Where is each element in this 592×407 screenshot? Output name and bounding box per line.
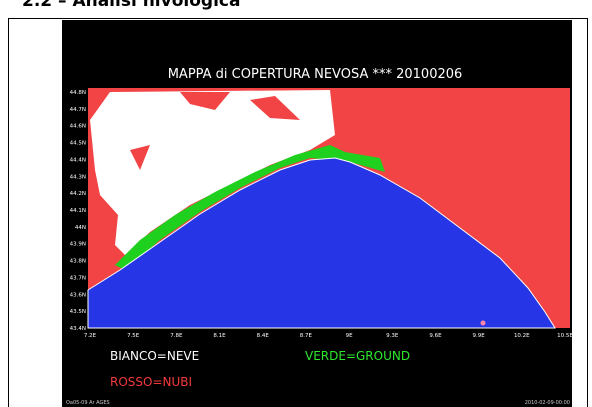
legend-snow: BIANCO=NEVE <box>110 349 199 363</box>
lat-label: 43.8N <box>70 259 86 265</box>
lat-label: 44.5N <box>70 141 86 147</box>
lon-label: 9.6E <box>429 333 442 339</box>
lat-label: 44N <box>75 225 86 231</box>
lat-label: 43.4N <box>70 326 86 332</box>
lon-label: 8.4E <box>257 333 270 339</box>
lon-label: 8.7E <box>300 333 313 339</box>
lon-label: 7.5E <box>127 333 140 339</box>
lat-label: 44.3N <box>70 174 86 180</box>
lat-label: 44.1N <box>70 208 86 214</box>
lon-label: 7.8E <box>170 333 183 339</box>
lat-label: 43.7N <box>70 275 86 281</box>
lon-label: 9E <box>346 333 353 339</box>
lon-label: 9.3E <box>386 333 399 339</box>
lon-label: 7.2E <box>84 333 97 339</box>
section-heading: 2.2 – Analisi nivologica <box>22 0 240 11</box>
lon-label: 8.1E <box>213 333 226 339</box>
lon-label: 10.2E <box>514 333 530 339</box>
legend-ground: VERDE=GROUND <box>305 349 410 363</box>
lon-label: 10.5E <box>557 333 573 339</box>
map-title: MAPPA di COPERTURA NEVOSA *** 20100206 <box>168 67 463 82</box>
lat-label: 44.7N <box>70 107 86 113</box>
lat-label: 44.8N <box>70 90 86 96</box>
map-area <box>88 88 570 328</box>
lat-label: 43.6N <box>70 292 86 298</box>
lat-label: 44.4N <box>70 157 86 163</box>
legend-clouds: ROSSO=NUBI <box>110 375 192 389</box>
lon-label: 9.9E <box>473 333 486 339</box>
lat-label: 43.9N <box>70 242 86 248</box>
lat-label: 44.6N <box>70 124 86 130</box>
page: 2.2 – Analisi nivologica MAPPA di COPERT… <box>0 0 592 407</box>
footer-right: 2010-02-09-00:00 <box>525 400 570 406</box>
footer-left: Oa05-09 Ar AGES <box>66 400 110 406</box>
island <box>481 321 486 326</box>
lat-label: 43.5N <box>70 309 86 315</box>
lat-label: 44.2N <box>70 191 86 197</box>
